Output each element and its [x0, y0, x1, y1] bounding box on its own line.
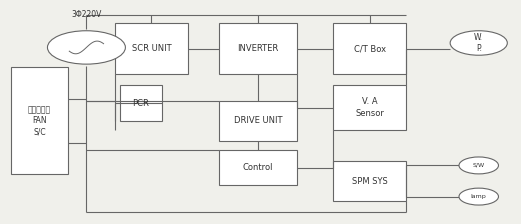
Text: V. A
Sensor: V. A Sensor: [355, 97, 384, 118]
Text: SCR UNIT: SCR UNIT: [132, 44, 171, 53]
Bar: [333, 23, 406, 74]
Bar: [120, 85, 162, 121]
Text: S/W: S/W: [473, 163, 485, 168]
Text: 전원표시등
FAN
S/C: 전원표시등 FAN S/C: [28, 105, 51, 136]
Bar: [115, 23, 188, 74]
Bar: [219, 150, 297, 185]
Bar: [219, 101, 297, 141]
Text: PCR: PCR: [132, 99, 150, 108]
Circle shape: [450, 31, 507, 55]
Text: SPM SYS: SPM SYS: [352, 177, 388, 185]
Text: W.
P.: W. P.: [474, 33, 483, 53]
Text: 3Φ220V: 3Φ220V: [71, 9, 102, 19]
Bar: [333, 85, 406, 130]
Text: C/T Box: C/T Box: [354, 44, 386, 53]
Circle shape: [459, 157, 499, 174]
Circle shape: [47, 31, 126, 64]
Text: INVERTER: INVERTER: [237, 44, 279, 53]
Bar: [11, 67, 68, 174]
Text: lamp: lamp: [471, 194, 487, 199]
Bar: [219, 23, 297, 74]
Bar: [333, 161, 406, 201]
Text: Control: Control: [243, 163, 273, 172]
Text: DRIVE UNIT: DRIVE UNIT: [233, 116, 282, 125]
Circle shape: [459, 188, 499, 205]
